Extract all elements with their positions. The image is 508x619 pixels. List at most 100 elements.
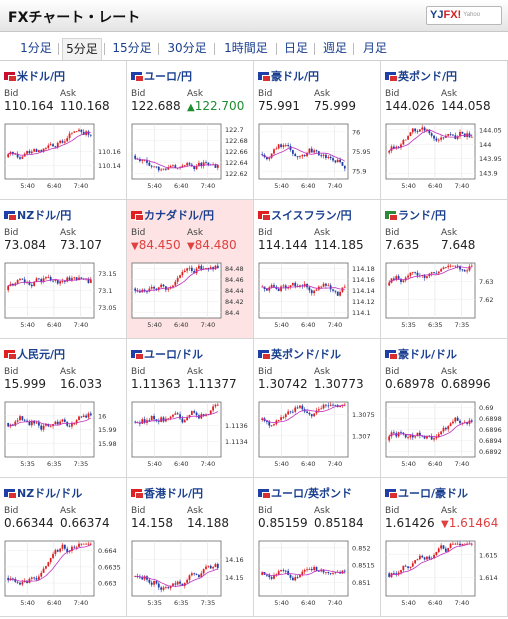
- x-tick-label: 7:40: [328, 182, 343, 190]
- candle-body: [282, 285, 285, 287]
- rate-cell[interactable]: NZドル/円 Bid Ask 73.084 73.107 73.15 73.1 73.05 5:…: [0, 200, 127, 339]
- tab-2[interactable]: 15分足: [112, 41, 152, 55]
- candle-body: [313, 150, 316, 153]
- rate-cell[interactable]: NZドル/ドル Bid Ask 0.66344 0.66374 0.664 0.6635 0.…: [0, 478, 127, 617]
- y-tick-label: 110.14: [98, 162, 121, 170]
- candle-body: [19, 278, 21, 281]
- moving-average-line: [262, 147, 346, 162]
- rate-cell[interactable]: カナダドル/円 Bid Ask ▼84.450 ▼84.480 84.48 84.46 84.…: [127, 200, 254, 339]
- pair-link[interactable]: 英ポンド/ドル: [258, 346, 341, 362]
- candle-body: [468, 266, 471, 271]
- pair-link[interactable]: 英ポンド/円: [385, 68, 457, 84]
- candle-body: [155, 166, 158, 168]
- flag-icon: [131, 72, 144, 82]
- yjfx-logo[interactable]: YJFX! Yahoo: [426, 6, 502, 25]
- pair-link[interactable]: スイスフラン/円: [258, 207, 352, 223]
- pair-link[interactable]: ユーロ/ドル: [131, 346, 203, 362]
- mini-chart[interactable]: 144.05 144 143.95 143.9 5:40 6:40 7:40: [385, 123, 505, 191]
- pair-link[interactable]: カナダドル/円: [131, 207, 214, 223]
- candle-body: [299, 405, 301, 408]
- candle-body: [186, 417, 189, 421]
- rate-cell[interactable]: 香港ドル/円 Bid Ask 14.158 14.188 14.16 14.15 5:35 6:…: [127, 478, 254, 617]
- pair-link[interactable]: 豪ドル/円: [258, 68, 319, 84]
- pair-link[interactable]: 米ドル/円: [4, 68, 65, 84]
- mini-chart[interactable]: 7.63 7.62 5:35 6:35 7:35: [385, 262, 505, 330]
- candle-body: [33, 420, 36, 424]
- candle-body: [339, 405, 341, 408]
- candle-body: [463, 270, 466, 272]
- mini-chart[interactable]: 0.69 0.6898 0.6896 0.6894 0.6892 5:40 6:40 7:40: [385, 401, 505, 469]
- rate-cell[interactable]: ユーロ/円 Bid Ask 122.688 ▲122.700 122.7 122.68 122…: [127, 61, 254, 200]
- candle-body: [266, 574, 268, 576]
- candle-body: [334, 290, 337, 292]
- candle-body: [449, 423, 452, 427]
- x-tick-label: 6:40: [47, 599, 62, 607]
- mini-chart[interactable]: 16 15.99 15.98 5:35 6:35 7:35: [4, 401, 124, 469]
- ask-value: 7.648: [441, 238, 475, 252]
- pair-link[interactable]: ユーロ/豪ドル: [385, 485, 468, 501]
- x-tick-label: 5:35: [147, 599, 162, 607]
- mini-chart-svg: 122.7 122.68 122.66 122.64 122.62 5:40 6:40 7:4…: [131, 123, 248, 190]
- candle-body: [463, 543, 466, 545]
- x-tick-label: 5:40: [147, 182, 162, 190]
- mini-chart[interactable]: 0.852 0.8515 0.851 5:40 6:40 7:40: [258, 540, 378, 608]
- ask-value: 75.999: [314, 99, 356, 113]
- mini-chart-svg: 14.16 14.15 5:35 6:35 7:35: [131, 540, 244, 607]
- rate-cell[interactable]: ユーロ/英ポンド Bid Ask 0.85159 0.85184 0.852 0.8515 0…: [254, 478, 381, 617]
- tab-7[interactable]: 月足: [362, 41, 387, 55]
- plot-area: [4, 540, 95, 597]
- tab-3[interactable]: 30分足: [167, 41, 207, 55]
- pair-link[interactable]: ユーロ/英ポンド: [258, 485, 352, 501]
- pair-link[interactable]: 豪ドル/ドル: [385, 346, 457, 362]
- mini-chart[interactable]: 1.1136 1.1134 5:40 6:40 7:40: [131, 401, 251, 469]
- ask-label: Ask: [441, 506, 458, 516]
- candle-body: [433, 135, 435, 139]
- plot-area: [385, 262, 476, 319]
- pair-link[interactable]: ランド/円: [385, 207, 446, 223]
- candle-body: [52, 554, 54, 559]
- pair-name: 豪ドル/ドル: [398, 348, 458, 361]
- mini-chart[interactable]: 114.18 114.16 114.14 114.12 114.1 5:40 6:40 7:4…: [258, 262, 378, 330]
- mini-chart[interactable]: 1.3075 1.307 5:40 6:40 7:40: [258, 401, 378, 469]
- candle-body: [423, 557, 426, 560]
- mini-chart[interactable]: 14.16 14.15 5:35 6:35 7:35: [131, 540, 251, 608]
- rate-cell[interactable]: 豪ドル/ドル Bid Ask 0.68978 0.68996 0.69 0.6898 0.68…: [381, 339, 508, 478]
- rate-cell[interactable]: 豪ドル/円 Bid Ask 75.991 75.999 76 75.95 75.9 5:40 6:…: [254, 61, 381, 200]
- pair-link[interactable]: ユーロ/円: [131, 68, 192, 84]
- pair-link[interactable]: NZドル/ドル: [4, 485, 82, 501]
- mini-chart[interactable]: 73.15 73.1 73.05 5:40 6:40 7:40: [4, 262, 124, 330]
- rate-cell[interactable]: スイスフラン/円 Bid Ask 114.144 114.185 114.18 114.16…: [254, 200, 381, 339]
- rate-cell[interactable]: 人民元/円 Bid Ask 15.999 16.033 16 15.99 15.98 5:35 6…: [0, 339, 127, 478]
- candle-body: [209, 410, 212, 415]
- mini-chart[interactable]: 110.16 110.14 5:40 6:40 7:40: [4, 123, 124, 191]
- mini-chart[interactable]: 76 75.95 75.9 5:40 6:40 7:40: [258, 123, 378, 191]
- candle-body: [30, 284, 33, 287]
- candle-body: [388, 150, 391, 153]
- moving-average-line: [262, 405, 345, 424]
- pair-link[interactable]: 人民元/円: [4, 346, 65, 362]
- mini-chart[interactable]: 122.7 122.68 122.66 122.64 122.62 5:40 6:40 7:4…: [131, 123, 251, 191]
- rate-cell[interactable]: 英ポンド/ドル Bid Ask 1.30742 1.30773 1.3075 1.307 5:…: [254, 339, 381, 478]
- rate-cell[interactable]: 米ドル/円 Bid Ask 110.164 110.168 110.16 110.14 5:4…: [0, 61, 127, 200]
- candle-body: [287, 570, 290, 575]
- rate-cell[interactable]: ユーロ/ドル Bid Ask 1.11363 1.11377 1.1136 1.1134 5:…: [127, 339, 254, 478]
- bid-value: 1.11363: [131, 377, 181, 391]
- mini-chart[interactable]: 1.615 1.614 5:40 6:40 7:40: [385, 540, 505, 608]
- rate-cell[interactable]: ユーロ/豪ドル Bid Ask 1.61426 ▼1.61464 1.615 1.614 5:…: [381, 478, 508, 617]
- ask-value: 1.11377: [187, 377, 237, 391]
- tab-1[interactable]: 5分足: [62, 38, 102, 60]
- pair-link[interactable]: 香港ドル/円: [131, 485, 203, 501]
- mini-chart[interactable]: 84.48 84.46 84.44 84.42 84.4 5:40 6:40 7:40: [131, 262, 251, 330]
- moving-average-line: [262, 285, 345, 290]
- tab-5[interactable]: 日足: [283, 41, 308, 55]
- rate-cell[interactable]: 英ポンド/円 Bid Ask 144.026 144.058 144.05 144 143.9…: [381, 61, 508, 200]
- mini-chart[interactable]: 0.664 0.6635 0.663 5:40 6:40 7:40: [4, 540, 124, 608]
- tab-4[interactable]: 1時間足: [224, 41, 268, 55]
- tab-6[interactable]: 週足: [322, 41, 347, 55]
- rate-cell[interactable]: ランド/円 Bid Ask 7.635 7.648 7.63 7.62 5:35 6:35 7:3…: [381, 200, 508, 339]
- tab-0[interactable]: 1分足: [20, 41, 52, 55]
- candle-body: [452, 134, 454, 136]
- candle-body: [190, 573, 193, 576]
- y-tick-label: 0.69: [479, 404, 493, 412]
- pair-link[interactable]: NZドル/円: [4, 207, 71, 223]
